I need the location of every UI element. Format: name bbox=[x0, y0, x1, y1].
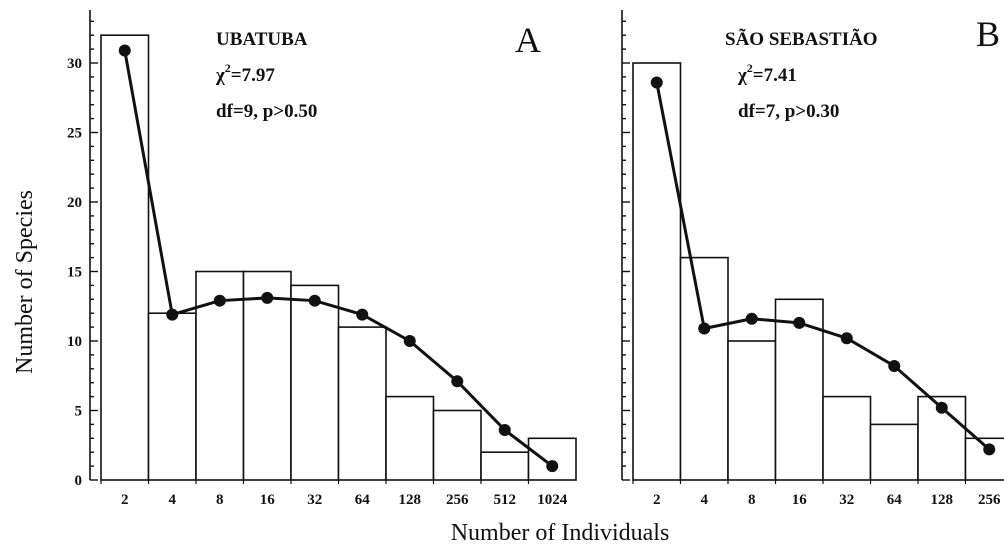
panel-a-x-tick-labels: 2 4 8 16 32 64 128 256 512 1024 bbox=[100, 480, 568, 508]
panelA-bar bbox=[290, 284, 340, 481]
panel-b-chi-value: =7.41 bbox=[753, 65, 797, 86]
panelB-bar bbox=[727, 340, 777, 481]
panel-a-chi-square: χ2=7.97 bbox=[215, 61, 275, 86]
panelA-x-tick-label: 4 bbox=[169, 492, 177, 508]
panel-b-letter: B bbox=[976, 14, 1000, 54]
panelA-bar bbox=[527, 437, 577, 481]
panel-a-site-label: UBATUBA bbox=[216, 29, 308, 50]
panelB-x-tick-label: 2 bbox=[653, 492, 661, 508]
panelB-fitted-point bbox=[698, 322, 711, 335]
panelA-fitted-point bbox=[546, 460, 559, 473]
panelA-y-tick-label: 5 bbox=[75, 404, 83, 420]
panel-b-y-ticks bbox=[622, 20, 630, 481]
panelB-x-tick-label: 8 bbox=[748, 492, 756, 508]
panelA-x-tick-label: 64 bbox=[355, 492, 371, 508]
panel-a-fitted-points bbox=[118, 44, 559, 473]
panelB-x-tick-label: 4 bbox=[701, 492, 709, 508]
panelB-x-tick-label: 32 bbox=[839, 492, 854, 508]
panelB-fitted-point bbox=[888, 360, 901, 373]
panel-b-chi-prefix: χ bbox=[737, 65, 747, 86]
panelB-fitted-point bbox=[983, 443, 996, 456]
panelB-bar bbox=[632, 62, 682, 481]
panelB-fitted-point bbox=[840, 332, 853, 345]
panelA-y-tick-label: 30 bbox=[67, 56, 82, 72]
panelA-fitted-point bbox=[118, 44, 131, 57]
panelA-y-tick-label: 15 bbox=[67, 265, 82, 281]
panel-a-df: df=9, p>0.50 bbox=[216, 101, 317, 122]
panelA-fitted-point bbox=[498, 423, 511, 436]
panelA-bar bbox=[432, 409, 482, 481]
panelA-fitted-point bbox=[451, 375, 464, 388]
panel-a-bars bbox=[100, 34, 577, 481]
y-axis-title: Number of Species bbox=[12, 190, 38, 374]
panelB-bar bbox=[679, 256, 729, 481]
panelB-x-tick-label: 256 bbox=[978, 492, 1001, 508]
panelA-fitted-point bbox=[356, 308, 369, 321]
panel-b-bars bbox=[632, 62, 1004, 481]
panel-b-fitted-curve bbox=[655, 82, 991, 451]
panel-b: 2 4 8 16 32 64 128 256 SÃO SEBASTIÃO χ2=7.41 df… bbox=[621, 10, 1004, 508]
panel-b-df: df=7, p>0.30 bbox=[738, 101, 839, 122]
panelA-bar bbox=[100, 34, 150, 481]
panelB-bar bbox=[869, 423, 919, 481]
panelA-x-tick-label: 512 bbox=[494, 492, 517, 508]
panelB-fitted-point bbox=[793, 316, 806, 329]
panelA-bar bbox=[385, 395, 435, 481]
panel-a-y-ticks: 0 5 10 15 20 25 30 bbox=[67, 20, 98, 489]
panelA-x-tick-label: 32 bbox=[307, 492, 322, 508]
panelA-bar bbox=[242, 270, 292, 481]
panelA-x-tick-label: 1024 bbox=[537, 492, 568, 508]
panelB-x-tick-label: 128 bbox=[931, 492, 954, 508]
panelA-x-tick-label: 256 bbox=[446, 492, 469, 508]
panelA-fitted-point bbox=[261, 291, 274, 304]
panelA-fitted-point bbox=[403, 335, 416, 347]
panelB-fitted-point bbox=[650, 76, 663, 89]
panel-a-chi-value: =7.97 bbox=[231, 65, 276, 86]
panel-a-fitted-curve bbox=[123, 50, 554, 468]
panel-b-site-label: SÃO SEBASTIÃO bbox=[725, 28, 878, 50]
panel-b-fitted-points bbox=[650, 76, 996, 456]
panelA-fitted-point bbox=[166, 308, 179, 321]
panelA-x-tick-label: 16 bbox=[260, 492, 276, 508]
panelA-bar bbox=[480, 451, 530, 481]
panelA-y-tick-label: 10 bbox=[67, 334, 82, 350]
panel-b-chi-square: χ2=7.41 bbox=[737, 61, 797, 86]
panelA-x-tick-label: 8 bbox=[216, 492, 224, 508]
panel-b-x-tick-labels: 2 4 8 16 32 64 128 256 bbox=[632, 480, 1001, 508]
panelA-bar bbox=[147, 312, 197, 481]
panelB-fitted-point bbox=[745, 312, 758, 325]
panelA-y-tick-label: 0 bbox=[75, 473, 83, 489]
panelB-x-tick-label: 16 bbox=[792, 492, 808, 508]
panelB-bar bbox=[964, 437, 1004, 481]
panelB-bar bbox=[822, 395, 872, 481]
panel-b-chi-exp: 2 bbox=[747, 61, 753, 75]
panelA-x-tick-label: 2 bbox=[121, 492, 129, 508]
panelA-fitted-point bbox=[308, 294, 321, 307]
panelA-x-tick-label: 128 bbox=[399, 492, 422, 508]
panel-a: 0 5 10 15 20 25 30 2 4 8 16 32 64 128 256 512 1024 UBAT… bbox=[67, 10, 577, 508]
panel-a-letter: A bbox=[515, 20, 541, 60]
panelA-y-tick-label: 20 bbox=[67, 195, 82, 211]
panelA-fitted-point bbox=[213, 294, 226, 307]
panelA-bar bbox=[337, 326, 387, 481]
x-axis-title: Number of Individuals bbox=[451, 520, 670, 546]
panelB-x-tick-label: 64 bbox=[887, 492, 903, 508]
panelB-fitted-point bbox=[935, 401, 948, 414]
panel-a-chi-exp: 2 bbox=[225, 61, 231, 75]
panel-a-chi-prefix: χ bbox=[215, 65, 225, 86]
panelA-y-tick-label: 25 bbox=[67, 126, 82, 142]
